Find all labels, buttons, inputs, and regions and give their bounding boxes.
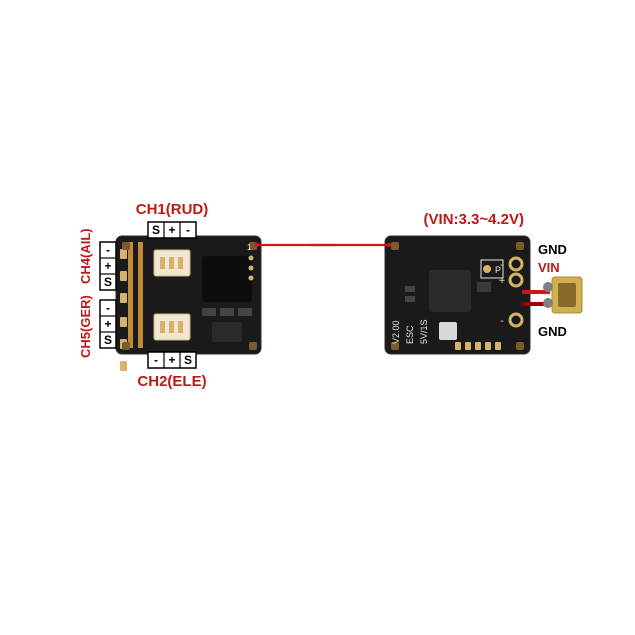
svg-text:-: - xyxy=(186,223,190,237)
silk-5v1s: 5V/1S xyxy=(419,319,429,344)
svg-text:-: - xyxy=(500,316,503,327)
svg-text:S: S xyxy=(184,353,192,367)
svg-text:S: S xyxy=(104,275,112,289)
right-pcb: P-+-V2.00ESC5V/1S xyxy=(310,236,550,354)
pinbox-ch4: - + S xyxy=(100,242,116,290)
label-gnd-top: GND xyxy=(538,242,567,257)
left-pcb: 1 xyxy=(116,236,336,371)
svg-text:1: 1 xyxy=(247,243,252,252)
motor-connector xyxy=(543,277,582,313)
svg-text:-: - xyxy=(154,353,158,367)
svg-text:+: + xyxy=(104,317,111,331)
label-ch1: CH1(RUD) xyxy=(136,201,209,218)
svg-text:-: - xyxy=(106,243,110,257)
svg-text:+: + xyxy=(104,259,111,273)
label-ch4: CH4(AIL) xyxy=(78,228,93,284)
pinbox-ch2: -+ S xyxy=(148,352,196,368)
svg-text:+: + xyxy=(168,223,175,237)
svg-text:-: - xyxy=(500,260,503,271)
svg-text:S: S xyxy=(152,223,160,237)
label-ch2: CH2(ELE) xyxy=(137,373,206,390)
svg-text:-: - xyxy=(106,301,110,315)
label-gnd-bottom: GND xyxy=(538,324,567,339)
label-vin: VIN xyxy=(538,260,560,275)
label-vin-range: (VIN:3.3~4.2V) xyxy=(424,211,524,228)
svg-text:+: + xyxy=(168,353,175,367)
pinbox-ch5: - + S xyxy=(100,300,116,348)
silk-esc: ESC xyxy=(405,325,415,344)
label-ch5: CH5(GER) xyxy=(78,295,93,358)
svg-text:S: S xyxy=(104,333,112,347)
silk-v200: V2.00 xyxy=(391,320,401,344)
pinbox-ch1: S +- xyxy=(148,222,196,238)
svg-text:+: + xyxy=(499,276,505,287)
